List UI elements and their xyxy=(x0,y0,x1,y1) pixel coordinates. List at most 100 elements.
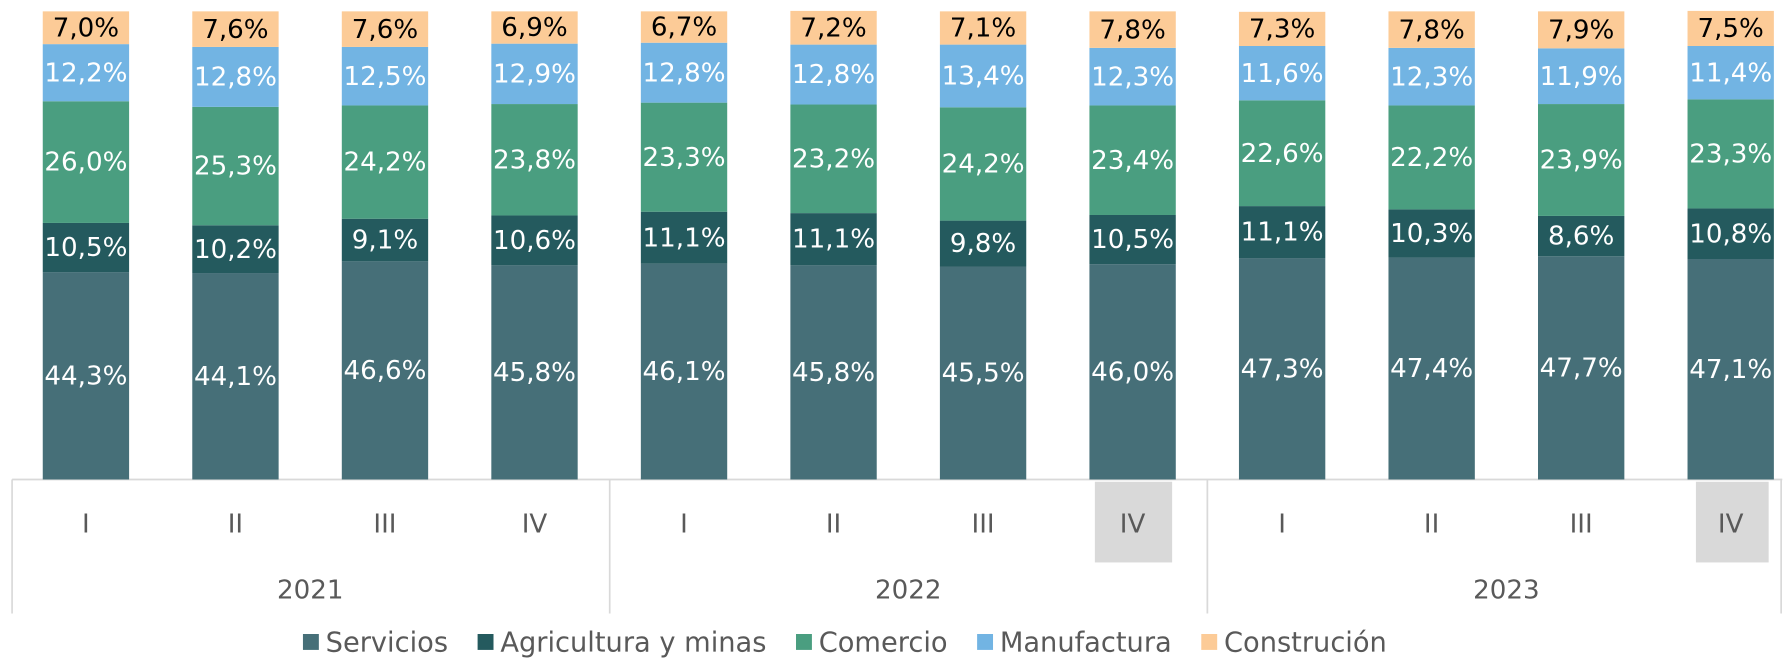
data-label: 7,0% xyxy=(53,13,119,43)
data-label: 12,8% xyxy=(643,58,726,88)
data-label: 12,8% xyxy=(792,60,875,90)
bar-segment xyxy=(1238,258,1326,480)
data-label: 12,3% xyxy=(1390,62,1473,92)
bar-segment xyxy=(1388,257,1475,480)
data-label: 7,1% xyxy=(950,14,1016,44)
data-label: 7,8% xyxy=(1099,15,1165,45)
bar-segment xyxy=(192,225,279,274)
bar-segment xyxy=(491,43,578,105)
x-tick-label: II xyxy=(1424,509,1439,539)
x-tick-label: I xyxy=(1278,509,1286,539)
bar-segment xyxy=(640,42,728,103)
data-label: 45,8% xyxy=(792,358,875,388)
x-tick-label: III xyxy=(373,509,396,539)
bar-segment xyxy=(42,11,130,45)
bar-segment xyxy=(1687,258,1774,480)
data-label: 10,5% xyxy=(44,233,127,263)
data-label: 26,0% xyxy=(44,148,127,178)
bar-segment xyxy=(341,105,429,219)
bar-segment xyxy=(1538,48,1625,105)
data-label: 46,0% xyxy=(1091,357,1174,387)
data-label: 23,9% xyxy=(1540,146,1623,176)
group-label: 2023 xyxy=(1473,575,1540,605)
data-label: 9,8% xyxy=(950,229,1016,259)
bar-segment xyxy=(1538,11,1625,49)
data-label: 47,3% xyxy=(1241,354,1324,384)
data-label: 10,8% xyxy=(1689,219,1772,249)
data-label: 44,3% xyxy=(44,361,127,391)
bar-segment xyxy=(1238,11,1326,47)
bar-segment xyxy=(1538,104,1625,216)
data-label: 10,3% xyxy=(1390,219,1473,249)
bar-segment xyxy=(1089,264,1176,480)
bar-segment xyxy=(1538,215,1625,257)
bar-segment xyxy=(341,46,429,106)
legend-swatch xyxy=(796,634,812,650)
x-tick-label: III xyxy=(1570,509,1593,539)
bar-segment xyxy=(939,220,1027,267)
legend-swatch xyxy=(302,634,319,650)
x-tick-label: III xyxy=(972,509,995,539)
bar-segment xyxy=(1687,208,1774,259)
bar-segment xyxy=(1388,209,1475,258)
bar-segment xyxy=(42,272,130,480)
bar-segment xyxy=(1089,105,1176,215)
bar-segment xyxy=(1089,47,1176,106)
data-label: 22,2% xyxy=(1390,143,1473,173)
bar-segment xyxy=(42,222,130,273)
data-label: 46,6% xyxy=(343,356,426,386)
bar-segment xyxy=(42,101,130,223)
data-label: 22,6% xyxy=(1241,139,1324,169)
data-label: 47,4% xyxy=(1390,354,1473,384)
bar-segment xyxy=(192,106,279,226)
bar-segment xyxy=(192,273,279,480)
data-label: 11,1% xyxy=(792,225,875,255)
bar-segment xyxy=(1687,46,1774,100)
bar-segment xyxy=(192,11,279,47)
bar-segment xyxy=(790,265,877,480)
bar-segment xyxy=(790,213,877,266)
bar-segment xyxy=(341,218,429,262)
data-label: 10,5% xyxy=(1091,225,1174,255)
data-label: 11,1% xyxy=(643,223,726,253)
bar-segment xyxy=(1687,99,1774,209)
data-label: 12,3% xyxy=(1091,62,1174,92)
data-label: 24,2% xyxy=(942,150,1025,180)
legend-label: Manufactura xyxy=(1000,628,1172,659)
bar-segment xyxy=(939,107,1027,221)
data-label: 24,2% xyxy=(343,148,426,178)
bar-segment xyxy=(1687,10,1774,47)
bar-segment xyxy=(192,46,279,107)
data-label: 7,8% xyxy=(1398,15,1464,45)
highlight xyxy=(1695,481,1769,563)
bar-segment xyxy=(640,263,728,480)
bar-segment xyxy=(341,261,429,480)
data-label: 45,8% xyxy=(493,358,576,388)
legend-label: Servicios xyxy=(326,628,448,659)
data-label: 6,9% xyxy=(501,13,567,43)
data-label: 11,4% xyxy=(1689,58,1772,88)
data-label: 12,9% xyxy=(493,59,576,89)
bar-segment xyxy=(491,104,578,216)
bar-segment xyxy=(1238,46,1326,101)
bar-segment xyxy=(1388,11,1475,48)
x-tick-label: IV xyxy=(1718,509,1744,539)
bar-segment xyxy=(341,11,429,47)
bar-segment xyxy=(491,265,578,480)
legend-label: Construción xyxy=(1224,628,1387,659)
x-tick-label: I xyxy=(680,509,688,539)
data-label: 23,8% xyxy=(493,145,576,175)
bar-segment xyxy=(790,44,877,105)
bar-segment xyxy=(1238,206,1326,259)
data-label: 23,2% xyxy=(792,144,875,174)
legend-label: Comercio xyxy=(819,628,948,659)
data-label: 23,3% xyxy=(1689,140,1772,170)
legend-label: Agricultura y minas xyxy=(500,628,766,659)
bar-segment xyxy=(640,102,728,212)
data-label: 7,2% xyxy=(800,13,866,43)
highlight xyxy=(1094,481,1173,563)
data-label: 45,5% xyxy=(942,359,1025,389)
bar-segment xyxy=(1538,256,1625,480)
bar-segment xyxy=(1388,105,1475,210)
